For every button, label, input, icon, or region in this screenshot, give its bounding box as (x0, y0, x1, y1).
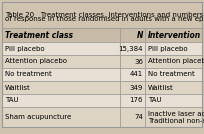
Bar (145, 94, 202, 107)
Text: Sham acupuncture: Sham acupuncture (5, 114, 71, 120)
Bar (2, 94, 120, 107)
Text: Pill placebo: Pill placebo (148, 46, 188, 51)
Text: No treatment: No treatment (5, 72, 52, 77)
Text: Inactive laser acupunct: Inactive laser acupunct (148, 111, 204, 117)
Bar (120, 55, 145, 68)
Bar (145, 28, 202, 42)
Bar (2, 2, 202, 28)
Text: 349: 349 (130, 85, 143, 90)
Bar (120, 81, 145, 94)
Text: TAU: TAU (5, 98, 19, 103)
Bar (2, 55, 120, 68)
Text: Waitlist: Waitlist (148, 85, 174, 90)
Bar (2, 68, 120, 81)
Text: 176: 176 (130, 98, 143, 103)
Bar (120, 94, 145, 107)
Text: 36: 36 (134, 59, 143, 64)
Text: 441: 441 (130, 72, 143, 77)
Text: Treatment class: Treatment class (5, 31, 73, 40)
Text: of response in those randomised in adults with a new episo-: of response in those randomised in adult… (5, 16, 204, 22)
Text: Traditional non-specifi-: Traditional non-specifi- (148, 118, 204, 124)
Text: N: N (137, 31, 143, 40)
Bar (2, 107, 120, 127)
Bar (2, 42, 120, 55)
Bar (120, 28, 145, 42)
Text: TAU: TAU (148, 98, 162, 103)
Text: Waitlist: Waitlist (5, 85, 31, 90)
Bar (120, 68, 145, 81)
Bar (145, 55, 202, 68)
Text: 15,384: 15,384 (119, 46, 143, 51)
Text: Table 20   Treatment classes, interventions and numbers of: Table 20 Treatment classes, intervention… (5, 12, 204, 18)
Bar (145, 42, 202, 55)
Bar (145, 81, 202, 94)
Text: No treatment: No treatment (148, 72, 195, 77)
Bar (145, 68, 202, 81)
Bar (120, 107, 145, 127)
Bar (2, 28, 120, 42)
Text: Intervention: Intervention (148, 31, 201, 40)
Text: Attention placebo: Attention placebo (148, 59, 204, 64)
Bar (2, 81, 120, 94)
Text: Pill placebo: Pill placebo (5, 46, 45, 51)
Bar (145, 107, 202, 127)
Text: 74: 74 (134, 114, 143, 120)
Bar (120, 42, 145, 55)
Text: Attention placebo: Attention placebo (5, 59, 67, 64)
